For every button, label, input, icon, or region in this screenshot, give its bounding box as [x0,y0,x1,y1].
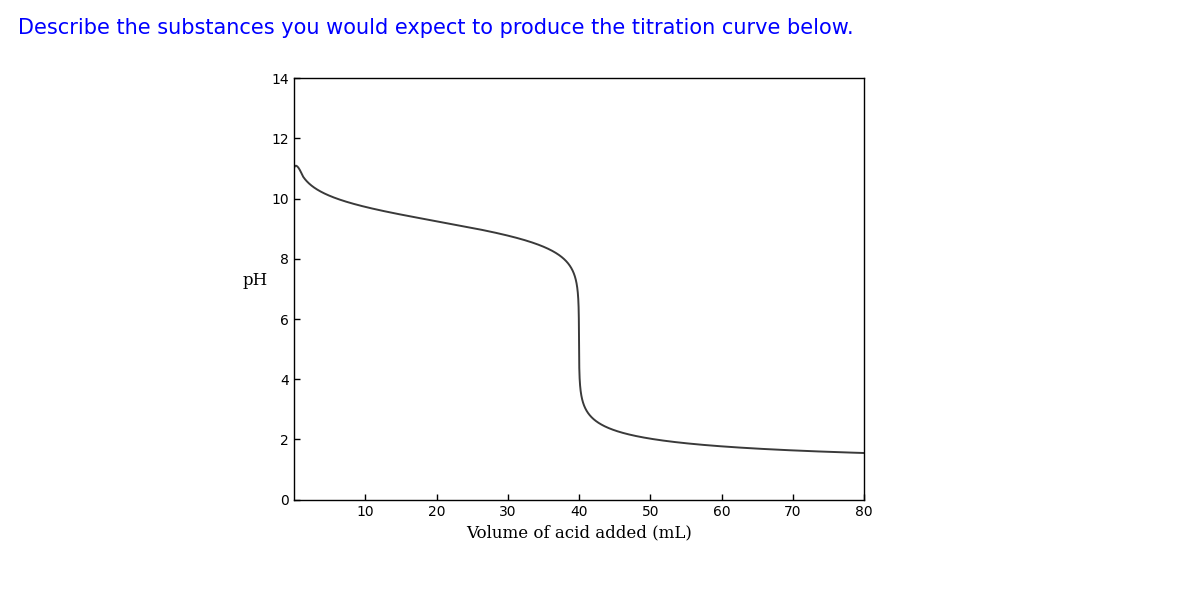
X-axis label: Volume of acid added (mL): Volume of acid added (mL) [466,524,692,541]
Y-axis label: pH: pH [242,272,268,289]
Text: Describe the substances you would expect to produce the titration curve below.: Describe the substances you would expect… [18,18,853,38]
